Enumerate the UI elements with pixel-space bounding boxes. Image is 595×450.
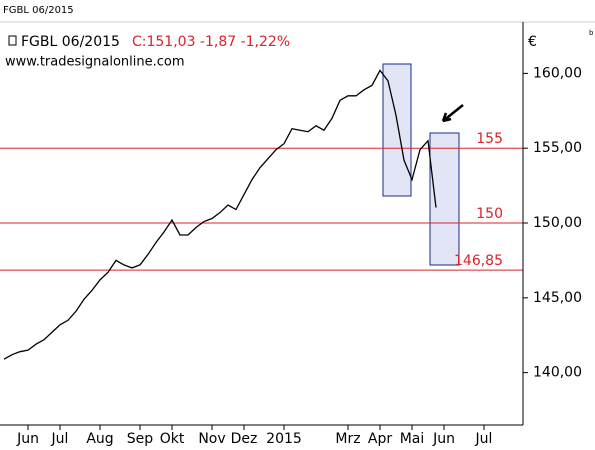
x-tick-label: Okt: [160, 431, 185, 447]
chart-subtitle: C:151,03 -1,87 -1,22%: [132, 34, 290, 50]
x-tick-label: Mrz: [335, 431, 360, 447]
y-tick-label: 155,00: [533, 140, 582, 156]
price-line: [3, 69, 437, 360]
x-tick-label: Mai: [400, 431, 425, 447]
y-tick-label: 140,00: [533, 365, 582, 381]
corner-mark: b: [589, 29, 594, 37]
x-tick-label: Jun: [16, 431, 39, 447]
window-title: FGBL 06/2015: [3, 5, 74, 16]
x-tick-label: Jul: [475, 431, 493, 447]
source: www.tradesignalonline.com: [5, 55, 185, 70]
x-tick-label: Dez: [231, 431, 258, 447]
y-tick-label: 145,00: [533, 290, 582, 306]
x-tick-label: Nov: [198, 431, 225, 447]
level-label: 146,85: [454, 253, 503, 269]
arrow: [441, 104, 464, 123]
level-label: 150: [476, 206, 503, 222]
chart-title: FGBL 06/2015: [21, 34, 120, 50]
x-tick-label: 2015: [266, 431, 302, 447]
highlight-box: [382, 63, 412, 197]
highlight-box: [429, 132, 460, 266]
x-tick-label: Apr: [368, 431, 392, 447]
x-tick-label: Jun: [432, 431, 455, 447]
x-tick-label: Sep: [127, 431, 154, 447]
x-tick-label: Aug: [86, 431, 113, 447]
level-label: 155: [476, 131, 503, 147]
currency: €: [528, 34, 537, 50]
y-tick-label: 150,00: [533, 215, 582, 231]
x-tick-label: Jul: [51, 431, 69, 447]
y-tick-label: 160,00: [533, 65, 582, 81]
legend-symbol: [8, 35, 17, 46]
